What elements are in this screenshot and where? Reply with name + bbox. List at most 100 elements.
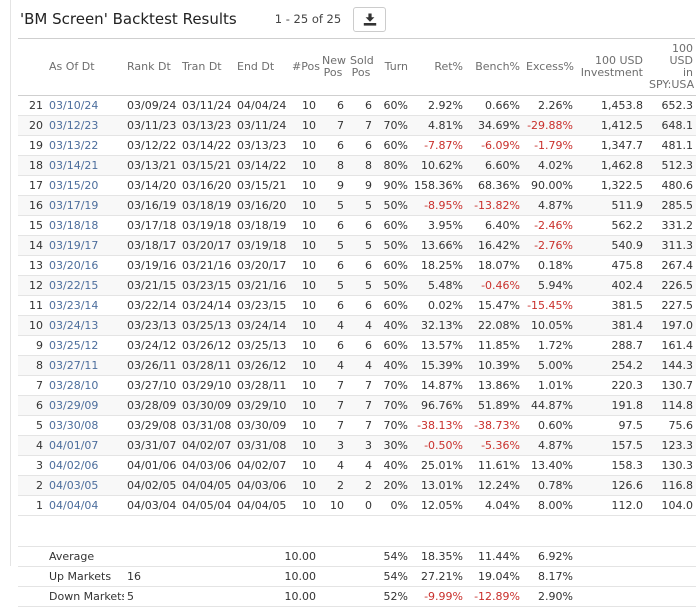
as-of-date-link[interactable]: 03/17/19	[46, 195, 124, 216]
summary-count: 5	[124, 586, 179, 607]
table-row: 8 03/27/11 03/26/11 03/28/11 03/26/12 10 4 4 40%…	[18, 355, 696, 376]
cell-sold: 6	[347, 215, 375, 236]
as-of-date-link[interactable]: 04/03/05	[46, 475, 124, 496]
cell-new: 6	[319, 135, 347, 156]
as-of-date-link[interactable]: 03/27/11	[46, 355, 124, 376]
cell-turn: 80%	[375, 155, 411, 176]
cell-spy: 226.5	[646, 275, 696, 296]
cell-end: 03/28/11	[234, 375, 289, 396]
summary-turn: 54%	[375, 546, 411, 567]
cell-spy: 144.3	[646, 355, 696, 376]
as-of-date-link[interactable]: 03/15/20	[46, 175, 124, 196]
cell-spy: 116.8	[646, 475, 696, 496]
cell-rownum: 20	[18, 115, 46, 136]
as-of-date-link[interactable]: 03/25/12	[46, 335, 124, 356]
cell-end: 04/04/05	[234, 495, 289, 516]
cell-pos: 10	[289, 315, 319, 336]
cell-new: 7	[319, 415, 347, 436]
summary-turn: 52%	[375, 586, 411, 607]
summary-spacer	[18, 546, 46, 567]
as-of-date-link[interactable]: 04/02/06	[46, 455, 124, 476]
cell-rank: 03/13/21	[124, 155, 179, 176]
cell-invest: 158.3	[576, 455, 646, 476]
cell-tran: 03/15/21	[179, 155, 234, 176]
column-header-end: End Dt	[234, 39, 289, 96]
cell-sold: 7	[347, 395, 375, 416]
cell-spy: 130.3	[646, 455, 696, 476]
table-row: 19 03/13/22 03/12/22 03/14/22 03/13/23 10 6 6 60…	[18, 135, 696, 156]
cell-new: 7	[319, 375, 347, 396]
as-of-date-link[interactable]: 03/29/09	[46, 395, 124, 416]
cell-excess: 0.18%	[523, 255, 576, 276]
as-of-date-link[interactable]: 04/04/04	[46, 495, 124, 516]
as-of-date-link[interactable]: 04/01/07	[46, 435, 124, 456]
as-of-date-link[interactable]: 03/19/17	[46, 235, 124, 256]
table-row: 11 03/23/14 03/22/14 03/24/14 03/23/15 10 6 6 60…	[18, 295, 696, 316]
cell-end: 03/11/24	[234, 115, 289, 136]
as-of-date-link[interactable]: 03/23/14	[46, 295, 124, 316]
cell-rank: 03/24/12	[124, 335, 179, 356]
cell-spy: 114.8	[646, 395, 696, 416]
cell-bench: 16.42%	[466, 235, 523, 256]
cell-sold: 6	[365, 99, 372, 112]
cell-tran: 03/25/13	[179, 315, 234, 336]
as-of-date-link[interactable]: 03/10/24	[49, 99, 99, 112]
cell-bench: 6.40%	[466, 215, 523, 236]
as-of-date-link[interactable]: 03/12/23	[46, 115, 124, 136]
summary-label: Down Markets	[46, 586, 124, 607]
cell-spy: 227.5	[646, 295, 696, 316]
cell-sold: 4	[347, 315, 375, 336]
cell-pos: 10	[289, 275, 319, 296]
as-of-date-link[interactable]: 03/30/08	[46, 415, 124, 436]
cell-tran: 04/03/06	[179, 455, 234, 476]
cell-bench: -38.73%	[466, 415, 523, 436]
as-of-date-link[interactable]: 03/22/15	[46, 275, 124, 296]
summary-spacer	[576, 566, 696, 587]
cell-pos: 10	[289, 455, 319, 476]
cell-rank: 03/16/19	[124, 195, 179, 216]
cell-excess: 5.00%	[523, 355, 576, 376]
cell-new: 5	[319, 195, 347, 216]
cell-tran: 03/19/18	[179, 215, 234, 236]
as-of-date-link[interactable]: 03/20/16	[46, 255, 124, 276]
cell-rownum: 4	[18, 435, 46, 456]
summary-spacer	[18, 566, 46, 587]
cell-bench: 4.04%	[466, 495, 523, 516]
cell-rank: 04/03/04	[124, 495, 179, 516]
cell-bench: 18.07%	[466, 255, 523, 276]
table-row: 2 04/03/05 04/02/05 04/04/05 04/03/06 10 2 2 20%…	[18, 475, 696, 496]
cell-new: 10	[319, 495, 347, 516]
summary-ret: 27.21%	[411, 566, 466, 587]
column-header-new: New Pos	[319, 39, 347, 96]
table-row: 13 03/20/16 03/19/16 03/21/16 03/20/17 10 6 6 60…	[18, 255, 696, 276]
cell-spy: 123.3	[646, 435, 696, 456]
download-icon	[363, 13, 376, 26]
download-button[interactable]	[353, 6, 387, 32]
cell-bench: 10.39%	[466, 355, 523, 376]
summary-section: Average 10.00 54% 18.35% 11.44% 6.92% Up Marke…	[18, 546, 696, 607]
cell-spy: 75.6	[646, 415, 696, 436]
backtest-results-panel: 'BM Screen' Backtest Results 1 - 25 of 2…	[10, 0, 696, 607]
cell-rownum: 1	[18, 495, 46, 516]
cell-bench: 11.61%	[466, 455, 523, 476]
cell-excess: -2.46%	[523, 215, 576, 236]
cell-tran: 03/24/14	[179, 295, 234, 316]
cell-invest: 511.9	[576, 195, 646, 216]
as-of-date-link[interactable]: 03/14/21	[46, 155, 124, 176]
cell-rank: 03/29/08	[124, 415, 179, 436]
cell-sold: 3	[347, 435, 375, 456]
as-of-date-link[interactable]: 03/24/13	[46, 315, 124, 336]
cell-rank: 03/27/10	[124, 375, 179, 396]
cell-new: 7	[319, 395, 347, 416]
as-of-date-link[interactable]: 03/28/10	[46, 375, 124, 396]
cell-tran: 03/20/17	[179, 235, 234, 256]
cell-tran: 03/14/22	[179, 135, 234, 156]
as-of-date-link[interactable]: 03/18/18	[46, 215, 124, 236]
cell-end: 04/03/06	[234, 475, 289, 496]
cell-spy: 161.4	[646, 335, 696, 356]
summary-spacer	[319, 586, 375, 607]
cell-ret: 25.01%	[411, 455, 466, 476]
as-of-date-link[interactable]: 03/13/22	[46, 135, 124, 156]
table-row: 15 03/18/18 03/17/18 03/19/18 03/18/19 10 6 6 60…	[18, 215, 696, 236]
cell-bench: -13.82%	[466, 195, 523, 216]
